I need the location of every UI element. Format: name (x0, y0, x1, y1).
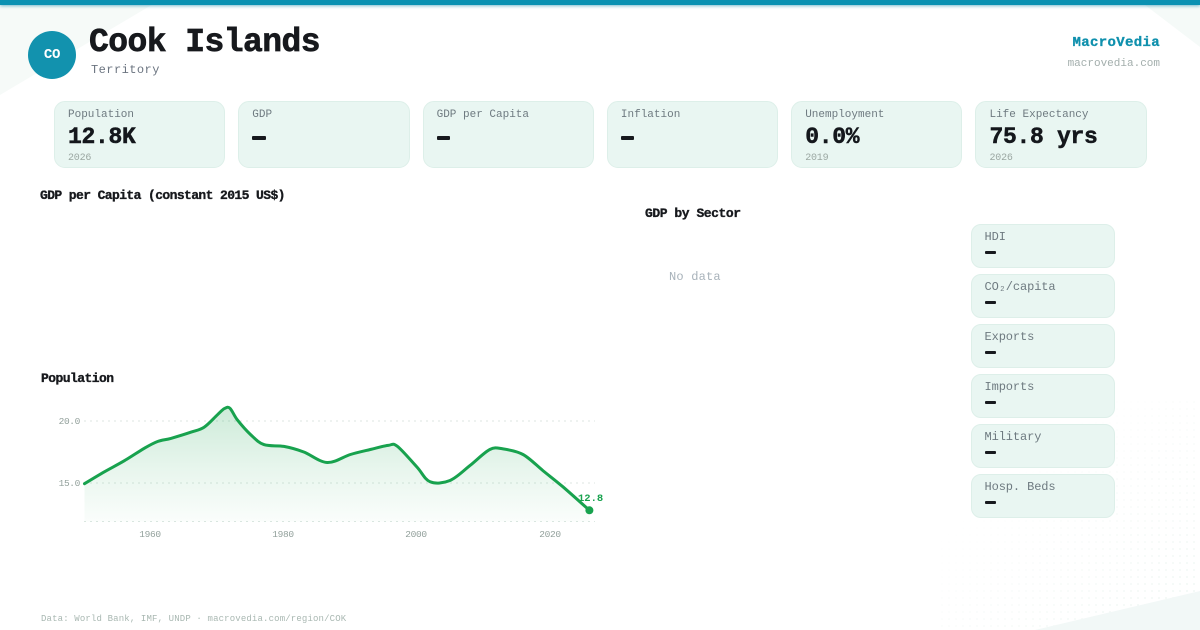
svg-text:15.0: 15.0 (59, 478, 81, 489)
svg-text:1980: 1980 (272, 529, 294, 540)
svg-text:20.0: 20.0 (59, 416, 81, 427)
svg-text:2020: 2020 (539, 529, 561, 540)
svg-text:12.8: 12.8 (578, 493, 603, 505)
svg-text:2000: 2000 (405, 529, 427, 540)
svg-text:1960: 1960 (139, 529, 161, 540)
